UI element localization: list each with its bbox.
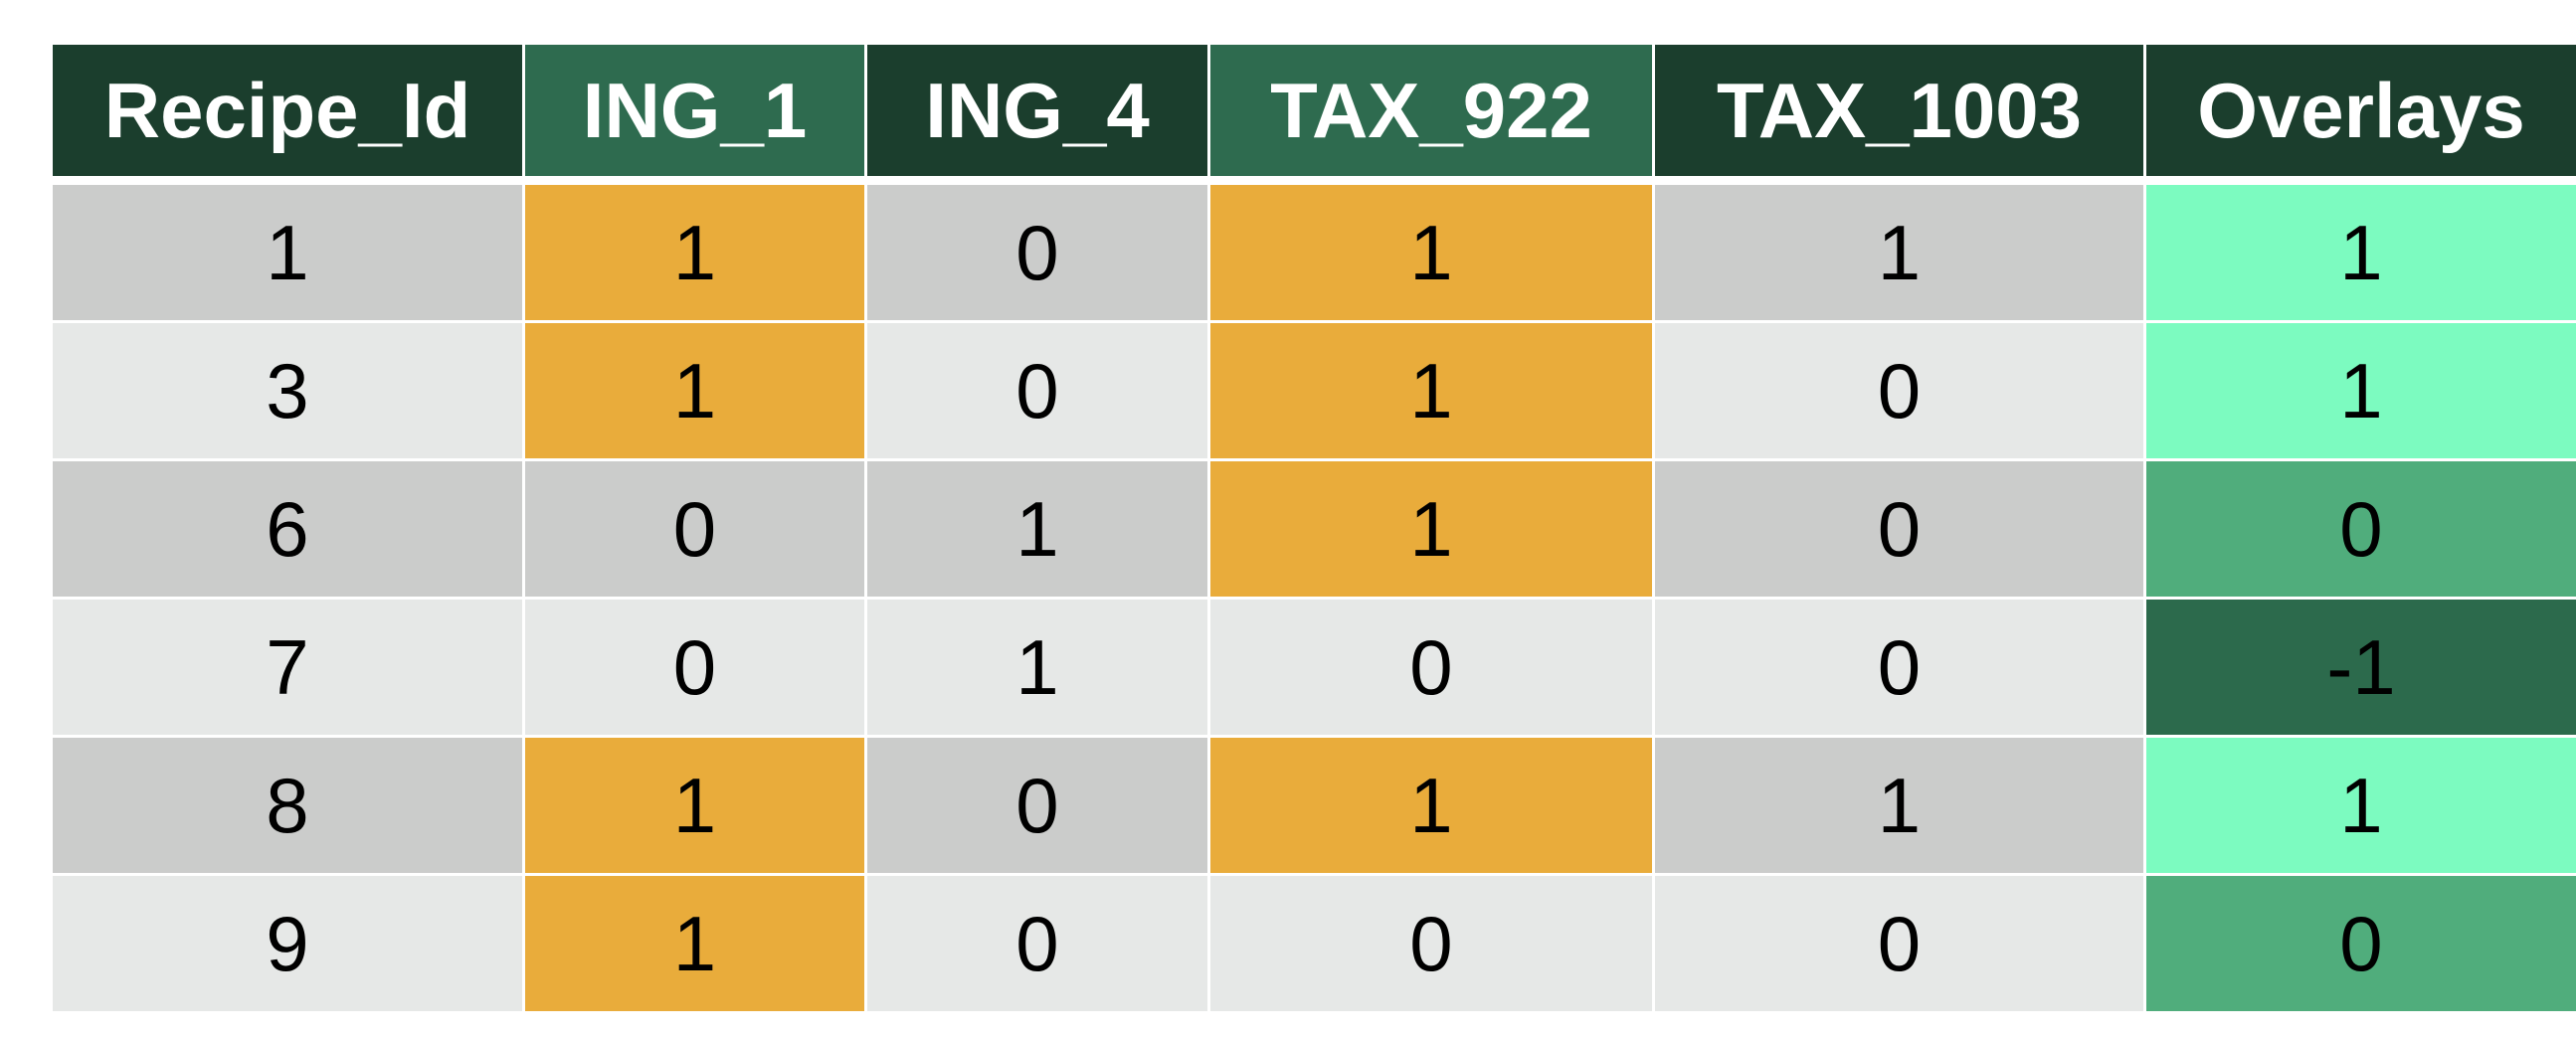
table-cell: 1 <box>1652 735 2146 876</box>
table-cell: 1 <box>522 320 867 461</box>
table-cell: 0 <box>864 873 1210 1014</box>
table-cell: 0 <box>1652 873 2146 1014</box>
table-cell: 1 <box>522 873 867 1014</box>
header-overlays: Overlays <box>2143 42 2576 185</box>
table-cell: 0 <box>1652 597 2146 738</box>
recipe-overlay-table-container: Recipe_Id ING_1 ING_4 TAX_922 TAX_1003 O… <box>50 42 2576 1014</box>
table-cell: 1 <box>864 597 1210 738</box>
overlay-cell: 1 <box>2143 320 2576 461</box>
overlay-cell: -1 <box>2143 597 2576 738</box>
overlay-cell: 1 <box>2143 179 2576 323</box>
table-cell: 0 <box>1652 320 2146 461</box>
table-row: 1 1 0 1 1 1 <box>50 179 2576 323</box>
table-cell: 1 <box>1207 735 1655 876</box>
table-cell: 0 <box>864 320 1210 461</box>
table-cell: 7 <box>50 597 525 738</box>
header-recipe-id: Recipe_Id <box>50 42 525 185</box>
table-cell: 1 <box>1207 179 1655 323</box>
table-cell: 0 <box>864 179 1210 323</box>
overlay-cell: 0 <box>2143 458 2576 600</box>
table-row: 6 0 1 1 0 0 <box>50 458 2576 600</box>
table-cell: 0 <box>522 458 867 600</box>
table-cell: 1 <box>1207 320 1655 461</box>
table-cell: 3 <box>50 320 525 461</box>
table-row: 7 0 1 0 0 -1 <box>50 597 2576 738</box>
header-tax-1003: TAX_1003 <box>1652 42 2146 185</box>
table-cell: 0 <box>864 735 1210 876</box>
overlay-cell: 0 <box>2143 873 2576 1014</box>
table-row: 3 1 0 1 0 1 <box>50 320 2576 461</box>
table-cell: 0 <box>1652 458 2146 600</box>
table-row: 9 1 0 0 0 0 <box>50 873 2576 1014</box>
table-cell: 1 <box>864 458 1210 600</box>
recipe-overlay-table: Recipe_Id ING_1 ING_4 TAX_922 TAX_1003 O… <box>50 42 2576 1014</box>
table-cell: 0 <box>522 597 867 738</box>
table-cell: 0 <box>1207 597 1655 738</box>
table-cell: 6 <box>50 458 525 600</box>
table-cell: 1 <box>1207 458 1655 600</box>
header-tax-922: TAX_922 <box>1207 42 1655 185</box>
table-cell: 8 <box>50 735 525 876</box>
table-cell: 1 <box>522 735 867 876</box>
table-cell: 9 <box>50 873 525 1014</box>
overlay-cell: 1 <box>2143 735 2576 876</box>
header-ing-1: ING_1 <box>522 42 867 185</box>
header-ing-4: ING_4 <box>864 42 1210 185</box>
table-cell: 1 <box>1652 179 2146 323</box>
table-cell: 1 <box>50 179 525 323</box>
table-row: 8 1 0 1 1 1 <box>50 735 2576 876</box>
table-cell: 0 <box>1207 873 1655 1014</box>
table-cell: 1 <box>522 179 867 323</box>
header-row: Recipe_Id ING_1 ING_4 TAX_922 TAX_1003 O… <box>50 42 2576 185</box>
